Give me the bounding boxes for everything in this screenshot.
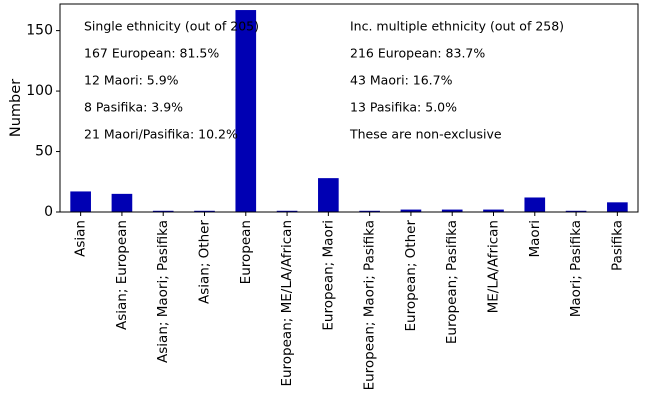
- x-tick-label: Maori; Pasifika: [568, 220, 584, 317]
- y-tick-label: 0: [44, 204, 53, 220]
- x-tick-label: European: [238, 220, 254, 284]
- x-tick-label: ME/LA/African: [486, 220, 502, 313]
- bar: [441, 209, 463, 212]
- x-tick-label: Asian; European: [114, 220, 130, 330]
- x-tick-label: Asian; Other: [197, 220, 213, 304]
- y-tick-label: 150: [26, 23, 53, 39]
- x-tick-label: European; Maori; Pasifika: [362, 220, 378, 390]
- x-tick-label: Maori: [527, 220, 543, 257]
- x-tick-label: European; Pasifika: [444, 220, 460, 344]
- bar: [318, 178, 339, 212]
- annotation-line: 21 Maori/Pasifika: 10.2%: [84, 127, 238, 142]
- bar: [565, 210, 587, 212]
- bar: [111, 193, 133, 212]
- x-tick-label: European; Maori: [320, 220, 336, 331]
- x-tick-label: European; Other: [403, 220, 419, 332]
- annotation-line: 216 European: 83.7%: [350, 46, 485, 61]
- y-axis-label: Number: [8, 79, 24, 137]
- annotation-line: 43 Maori: 16.7%: [350, 73, 453, 88]
- annotation-line: 13 Pasifika: 5.0%: [350, 100, 457, 115]
- x-tick-label: Pasifika: [609, 220, 625, 271]
- bar: [194, 210, 215, 212]
- annotation-line: These are non-exclusive: [349, 127, 502, 142]
- x-axis-ticks: Asian Asian; European Asian; Maori; Pasifi…: [73, 212, 625, 390]
- x-tick-label: Asian: [73, 220, 89, 257]
- annotation-text: Single ethnicity (out of 205) 167 Europea…: [84, 19, 564, 142]
- bar: [483, 209, 504, 212]
- plot-frame: [59, 3, 639, 213]
- bar: [607, 202, 628, 212]
- annotation-line: 12 Maori: 5.9%: [84, 73, 179, 88]
- annotation-line: Inc. multiple ethnicity (out of 258): [350, 19, 564, 34]
- bar: [400, 209, 422, 212]
- annotation-line: 167 European: 81.5%: [84, 46, 219, 61]
- bars-group: [70, 10, 628, 213]
- bar: [152, 210, 174, 212]
- y-axis-ticks: 0 50 100 150: [26, 23, 60, 220]
- bar: [235, 10, 257, 213]
- x-tick-label: Asian; Maori; Pasifika: [155, 220, 171, 363]
- bar: [524, 197, 546, 212]
- annotation-line: 8 Pasifika: 3.9%: [84, 100, 183, 115]
- x-tick-label: European; ME/LA/African: [279, 220, 295, 387]
- bar: [70, 191, 91, 212]
- y-tick-label: 100: [26, 83, 53, 99]
- annotation-line: Single ethnicity (out of 205): [84, 19, 259, 34]
- bar: [359, 210, 380, 212]
- y-tick-label: 50: [35, 144, 53, 160]
- bar: [276, 210, 298, 212]
